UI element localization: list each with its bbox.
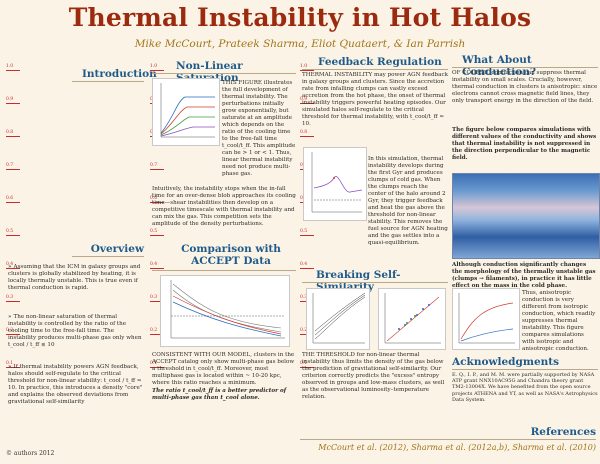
ruler-tick-line	[6, 268, 20, 269]
ruler-tick-line	[6, 136, 20, 137]
divider	[72, 81, 144, 82]
ruler-tick-label: 0.9	[6, 97, 14, 102]
feedback-text: THERMAL INSTABILITY may power AGN feedba…	[302, 72, 448, 127]
ruler-tick-line	[150, 169, 164, 170]
poster-title: Thermal Instability in Hot Halos	[68, 3, 532, 32]
ruler-tick-line	[150, 235, 164, 236]
selfsim-text: THE THRESHOLD for non-linear thermal ins…	[302, 352, 445, 400]
ruler-tick-line	[6, 301, 20, 302]
ruler-tick-line	[150, 268, 164, 269]
ruler-tick-label: 0.2	[300, 328, 308, 333]
ruler-tick-line	[150, 70, 164, 71]
ruler-tick-label: 0.7	[150, 163, 158, 168]
ruler-tick-line	[300, 367, 314, 368]
ruler-tick-label: 0.9	[300, 97, 308, 102]
copyright: © authors 2012	[6, 450, 55, 457]
feedback-text-2: In this simulation, thermal instability …	[368, 156, 448, 246]
ruler-tick-line	[150, 367, 164, 368]
section-comparison: Comparison with ACCEPT Data	[181, 243, 281, 267]
ruler-tick-label: 0.6	[150, 196, 158, 201]
ruler-tick-line	[300, 235, 314, 236]
ruler-tick-line	[6, 367, 20, 368]
section-references: References	[530, 426, 596, 438]
ruler-tick-line	[6, 235, 20, 236]
ruler-tick-line	[150, 301, 164, 302]
comparison-text: CONSISTENT WITH OUR MODEL, clusters in t…	[152, 352, 295, 386]
conduction-text: OF COURSE, conduction can suppress therm…	[452, 70, 598, 104]
author-list: Mike McCourt, Prateek Sharma, Eliot Quat…	[134, 38, 466, 50]
section-acknowledgments: Acknowledgments	[452, 356, 560, 368]
accept-comparison-plot	[160, 275, 290, 347]
ruler-tick-label: 0.1	[6, 361, 14, 366]
ruler-tick-line	[6, 334, 20, 335]
divider	[72, 256, 144, 257]
ruler-tick-label: 0.8	[300, 130, 308, 135]
section-introduction: Introduction	[82, 68, 157, 80]
ruler-tick-line	[300, 268, 314, 269]
ruler-tick-label: 0.5	[150, 229, 158, 234]
overview-bullet-1: » Assuming that the ICM in galaxy groups …	[8, 264, 141, 291]
divider	[152, 73, 296, 74]
reference-list: McCourt et al. (2012), Sharma et al. (20…	[318, 443, 596, 452]
section-feedback: Feedback Regulation	[318, 56, 442, 68]
divider	[452, 67, 598, 68]
ruler-tick-label: 0.4	[150, 262, 158, 267]
divider	[452, 369, 598, 370]
divider	[152, 270, 296, 271]
nonlinear-text: THIS FIGURE illustrates the full develop…	[222, 80, 296, 177]
ruler-tick-label: 0.1	[150, 361, 158, 366]
divider	[302, 69, 448, 70]
ruler-tick-label: 1.0	[150, 64, 158, 69]
nonlinear-text-2: Intuitively, the instability stops when …	[152, 186, 296, 227]
ruler-tick-label: 0.5	[6, 229, 14, 234]
divider	[300, 439, 596, 440]
ruler-tick-label: 0.8	[6, 130, 14, 135]
conduction-simulation-image	[452, 173, 600, 259]
ruler-tick-label: 0.6	[6, 196, 14, 201]
ruler-tick-line	[300, 136, 314, 137]
acknowledgments-text: E. Q., I. P., and M. M. were partially s…	[452, 372, 598, 403]
section-overview: Overview	[90, 243, 144, 255]
ruler-tick-line	[150, 202, 164, 203]
nonlinear-plot	[152, 78, 220, 146]
ruler-tick-line	[6, 169, 20, 170]
conduction-text-4: Thus, anisotropic conduction is very dif…	[522, 290, 596, 352]
isotropic-comparison-plot	[452, 288, 520, 350]
ruler-tick-label: 0.3	[6, 295, 14, 300]
ruler-tick-line	[300, 103, 314, 104]
ruler-tick-label: 0.3	[150, 295, 158, 300]
luminosity-temperature-plot	[378, 288, 446, 350]
ruler-tick-line	[6, 202, 20, 203]
ruler-tick-label: 1.0	[6, 64, 14, 69]
ruler-tick-label: 0.7	[6, 163, 14, 168]
ruler-tick-label: 0.2	[6, 328, 14, 333]
feedback-plot	[303, 147, 367, 221]
section-conduction: What About Conduction?	[462, 54, 536, 78]
ruler-tick-label: 0.1	[300, 361, 308, 366]
comparison-quote: The ratio t_cool/t_ff is a better predic…	[152, 388, 287, 401]
ruler-tick-label: 0.4	[6, 262, 14, 267]
ruler-tick-label: 0.5	[300, 229, 308, 234]
overview-bullet-3: » If thermal instability powers AGN feedb…	[8, 364, 143, 405]
ruler-tick-label: 0.2	[150, 328, 158, 333]
conduction-text-2: The figure below compares simulations wi…	[452, 127, 597, 161]
ruler-tick-line	[300, 70, 314, 71]
conduction-text-3: Although conduction significantly change…	[452, 262, 596, 289]
ruler-tick-line	[150, 334, 164, 335]
ruler-tick-label: 1.0	[300, 64, 308, 69]
overview-bullet-2: » The non-linear saturation of thermal in…	[8, 314, 142, 348]
ruler-tick-line	[6, 70, 20, 71]
entropy-plot	[306, 288, 370, 350]
ruler-tick-label: 0.3	[300, 295, 308, 300]
divider	[302, 282, 448, 283]
ruler-tick-label: 0.4	[300, 262, 308, 267]
ruler-tick-line	[6, 103, 20, 104]
